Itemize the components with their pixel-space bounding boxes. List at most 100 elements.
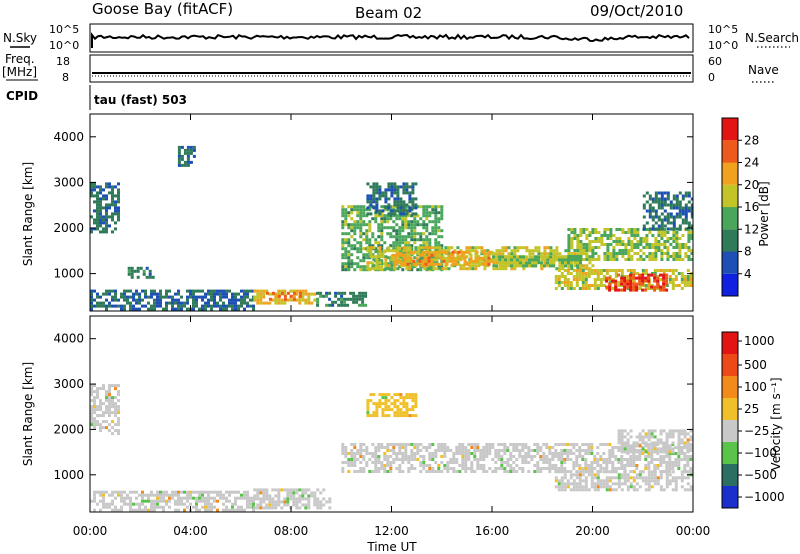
power-cell [657,197,661,201]
power-cell [418,253,422,257]
power-cell [579,249,583,252]
velocity-cell [581,449,585,452]
power-cell [265,301,269,305]
velocity-cell [411,414,415,418]
velocity-cell [677,438,681,442]
velocity-cell [518,449,522,452]
power-cell [369,261,373,265]
power-cell [417,246,421,250]
power-cell [411,206,415,210]
power-cell [378,249,382,253]
power-cell [105,215,108,219]
power-cell [380,244,384,248]
power-cell [588,234,592,237]
velocity-cell [380,446,384,449]
power-cell [549,255,552,259]
power-cell [602,284,606,287]
velocity-cell [228,493,231,497]
power-cell [662,282,666,286]
velocity-cell [434,449,438,452]
power-cell [243,295,246,299]
power-cell [111,230,114,234]
power-cell [528,261,531,265]
velocity-cell [147,499,150,503]
velocity-cell [581,479,585,483]
velocity-cell [408,414,412,418]
power-cell [141,304,144,308]
velocity-cell [389,461,393,464]
power-cell [662,279,666,283]
power-cell [356,265,360,269]
velocity-cell [578,464,582,467]
power-cell [648,252,652,255]
power-cell [687,200,691,204]
power-cell [573,237,577,240]
velocity-cell [386,470,390,473]
power-cell [414,249,418,253]
power-cell [675,197,679,201]
velocity-cell [428,458,432,461]
power-cell [552,252,556,256]
power-cell [403,256,407,260]
power-cell [396,191,400,195]
velocity-cell [659,438,663,442]
power-cell [584,287,588,290]
power-cell [629,276,633,280]
power-cell [657,246,661,249]
velocity-cell [656,479,660,483]
velocity-cell [292,488,296,492]
power-cell [410,268,414,272]
velocity-cell [265,503,269,507]
power-cell [645,243,649,246]
power-cell [605,285,609,289]
power-cell [93,194,96,198]
velocity-cell [509,455,513,458]
power-cell [669,243,673,246]
velocity-cell [572,485,576,489]
power-cell [650,273,654,277]
velocity-cell [353,461,357,464]
nave-tick-bottom: 0 [708,71,715,84]
velocity-cell [491,443,495,446]
power-cell [366,200,370,204]
power-cell [690,215,693,219]
power-cell [228,304,231,308]
power-cell [387,206,391,210]
velocity-cell [611,446,615,449]
power-cell [228,289,231,293]
power-cell [375,182,379,186]
power-cell [102,218,105,222]
velocity-cell [440,470,444,473]
power-cell [684,203,688,207]
power-cell [114,185,117,189]
velocity-cell [500,461,504,464]
velocity-cell [521,458,525,461]
velocity-cell [686,470,690,473]
velocity-cell [671,447,675,451]
velocity-cell [304,503,308,507]
velocity-cell [93,399,96,403]
velocity-cell [557,470,561,474]
power-cell [375,197,379,201]
power-cell [234,304,237,308]
power-cell [591,252,595,255]
velocity-cell [396,411,400,415]
velocity-cell [111,420,114,424]
velocity-cell [374,461,378,464]
power-cell [402,182,406,186]
power-cell [286,291,290,295]
freq-tick-top: 18 [56,55,70,68]
power-cell [587,287,591,290]
power-cell [341,211,345,215]
power-cell [584,281,588,284]
power-cell [408,246,412,250]
velocity-cell [198,508,201,512]
velocity-cell [237,496,240,500]
power-cell [656,275,660,278]
power-cell [114,200,117,204]
power-cell [614,272,618,275]
power-cell [412,259,416,263]
velocity-cell [150,493,153,497]
velocity-cell [341,467,345,470]
velocity-cell [114,414,117,418]
